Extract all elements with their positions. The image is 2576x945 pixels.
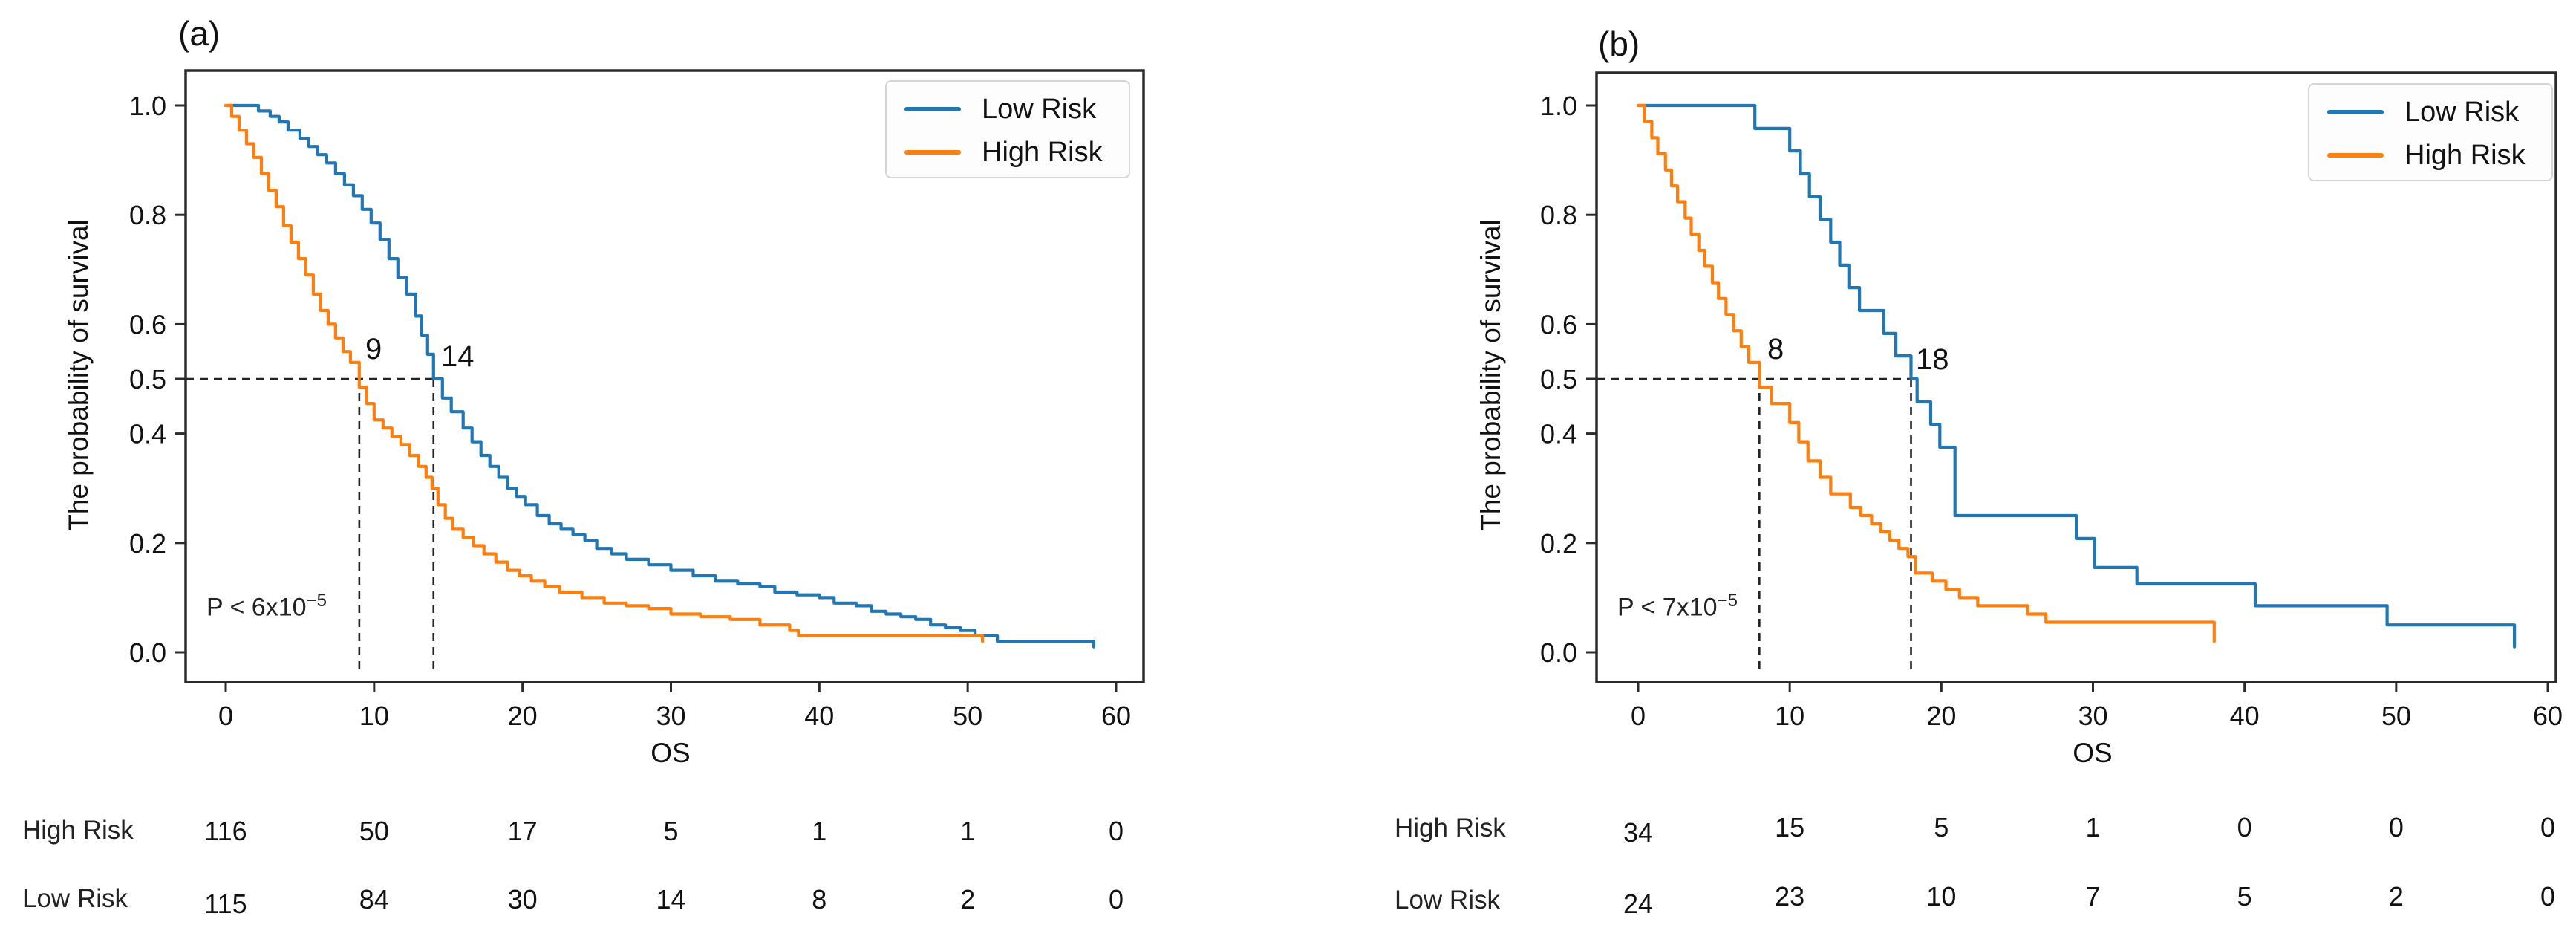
y-tick-label: 0.8	[1540, 200, 1577, 230]
risk-count: 0	[1108, 884, 1124, 915]
panel-b-legend: Low Risk High Risk	[2308, 83, 2553, 181]
risk-count: 14	[656, 884, 686, 915]
risk-count: 24	[1623, 889, 1654, 919]
risk-count: 0	[2237, 812, 2252, 842]
panel-a-median-high-risk-label: 9	[365, 333, 382, 366]
risk-count: 0	[2540, 881, 2556, 912]
y-tick-label: 0.0	[129, 637, 166, 668]
y-tick-label: 0.6	[1540, 309, 1577, 340]
risk-count: 115	[204, 889, 247, 919]
panel-a-legend: Low Risk High Risk	[885, 80, 1130, 178]
legend-item-low-risk: Low Risk	[2309, 89, 2551, 134]
risk-count: 7	[2085, 881, 2101, 912]
panel-a-letter: (a)	[178, 14, 221, 53]
y-tick-label: 0.8	[129, 200, 166, 230]
risk-count: 1	[812, 816, 827, 846]
legend-label-low-risk: Low Risk	[2404, 97, 2520, 128]
y-tick-label: 1.0	[129, 91, 166, 121]
x-tick-label: 10	[1775, 701, 1804, 731]
panel-b-letter: (b)	[1598, 25, 1640, 63]
panel-a-median-low-risk-label: 14	[441, 340, 475, 373]
high-risk-line-icon	[2327, 153, 2384, 158]
x-tick-label: 50	[953, 701, 982, 731]
legend-item-high-risk: High Risk	[2309, 132, 2551, 177]
y-tick-label: 0.5	[129, 364, 166, 394]
risk-count: 84	[359, 884, 389, 915]
x-tick-label: 60	[1101, 701, 1131, 731]
panel-a-pvalue-exponent: −5	[306, 591, 327, 611]
risk-count: 2	[960, 884, 976, 915]
panel-b-median-low-risk-label: 18	[1916, 343, 1949, 376]
survival-curve-high-risk	[1636, 103, 2216, 643]
risk-count: 5	[2237, 881, 2252, 912]
risk-count: 30	[507, 884, 538, 915]
x-tick-label: 0	[1631, 701, 1646, 731]
risk-count: 0	[2540, 812, 2556, 842]
panel-b-median-high-risk-label: 8	[1767, 333, 1784, 366]
panel-a-x-axis-title: OS	[650, 738, 691, 768]
risk-count: 0	[2388, 812, 2404, 842]
y-tick-label: 0.2	[1540, 528, 1577, 559]
x-tick-label: 20	[508, 701, 538, 731]
panel-b-y-axis-title: The probability of survival	[1476, 219, 1506, 531]
risk-row-label: High Risk	[22, 816, 134, 845]
risk-row-label: Low Risk	[1395, 886, 1500, 915]
x-tick-label: 0	[218, 701, 233, 731]
y-tick-label: 0.4	[1540, 419, 1577, 449]
legend-item-low-risk: Low Risk	[887, 86, 1129, 131]
panel-b-pvalue-exponent: −5	[1717, 591, 1738, 611]
risk-count: 116	[204, 816, 247, 846]
risk-count: 1	[2085, 812, 2101, 842]
x-tick-label: 10	[359, 701, 389, 731]
x-tick-label: 30	[656, 701, 685, 731]
risk-count: 5	[1934, 812, 1949, 842]
risk-count: 0	[1108, 816, 1124, 846]
panel-b-pvalue: P < 7x10−5	[1617, 591, 1738, 622]
high-risk-line-icon	[904, 150, 961, 155]
x-tick-label: 50	[2381, 701, 2411, 731]
x-tick-label: 60	[2533, 701, 2563, 731]
legend-label-low-risk: Low Risk	[982, 94, 1097, 125]
survival-curve-low-risk	[224, 103, 1096, 649]
panel-b-pvalue-base: P < 7x10	[1617, 593, 1718, 622]
legend-label-high-risk: High Risk	[982, 137, 1103, 168]
y-tick-label: 0.2	[129, 528, 166, 559]
panel-a-pvalue-base: P < 6x10	[206, 593, 307, 622]
risk-row-label: High Risk	[1395, 814, 1506, 842]
y-tick-label: 0.0	[1540, 637, 1577, 668]
risk-count: 23	[1775, 881, 1805, 912]
risk-row-label: Low Risk	[22, 884, 128, 913]
x-tick-label: 40	[2230, 701, 2260, 731]
x-tick-label: 40	[804, 701, 834, 731]
y-tick-label: 0.5	[1540, 364, 1577, 394]
risk-count: 1	[960, 816, 976, 846]
low-risk-line-icon	[904, 107, 961, 111]
axes-box	[184, 69, 1145, 683]
x-tick-label: 20	[1926, 701, 1956, 731]
risk-count: 8	[812, 884, 827, 915]
risk-count: 5	[663, 816, 679, 846]
x-tick-label: 30	[2078, 701, 2107, 731]
y-tick-label: 1.0	[1540, 91, 1577, 121]
y-tick-label: 0.6	[129, 309, 166, 340]
legend-label-high-risk: High Risk	[2404, 140, 2526, 171]
risk-count: 15	[1775, 812, 1805, 842]
panel-b-x-axis-title: OS	[2073, 738, 2113, 768]
risk-count: 10	[1926, 881, 1957, 912]
low-risk-line-icon	[2327, 110, 2384, 114]
legend-item-high-risk: High Risk	[887, 129, 1129, 174]
risk-count: 2	[2388, 881, 2404, 912]
panel-a-y-axis-title: The probability of survival	[63, 219, 94, 531]
survival-curve-low-risk	[1636, 103, 2517, 649]
risk-count: 17	[507, 816, 538, 846]
y-tick-label: 0.4	[129, 419, 166, 449]
panel-a-pvalue: P < 6x10−5	[206, 591, 327, 622]
survival-curve-high-risk	[224, 103, 985, 643]
risk-count: 34	[1623, 817, 1654, 848]
axes-box	[1595, 71, 2557, 683]
risk-count: 50	[359, 816, 389, 846]
